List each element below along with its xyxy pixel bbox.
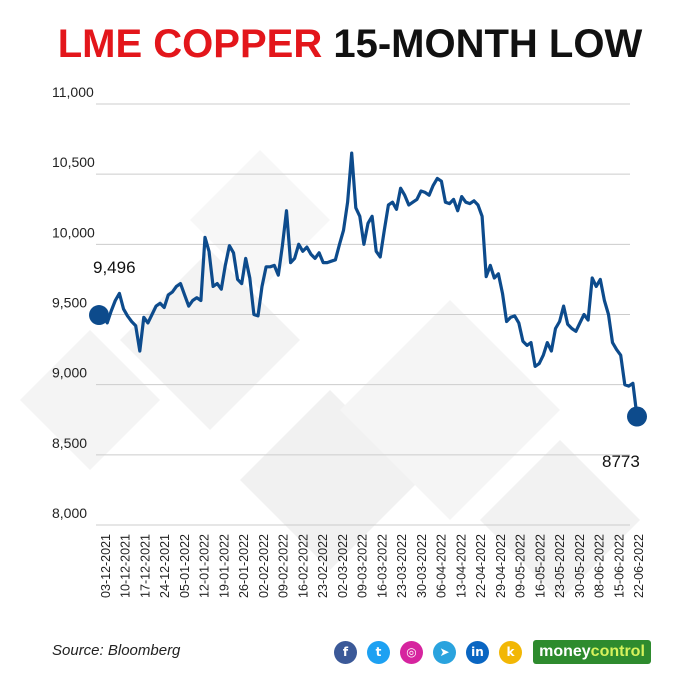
- title-rest: 15-MONTH LOW: [333, 22, 643, 66]
- x-tick-label: 09-03-2022: [356, 534, 370, 598]
- x-tick-label: 10-12-2021: [119, 534, 133, 598]
- x-tick-label: 29-04-2022: [494, 534, 508, 598]
- x-tick-label: 12-01-2022: [198, 534, 212, 598]
- x-tick-label: 13-04-2022: [454, 534, 468, 598]
- y-tick-label: 10,500: [52, 154, 95, 170]
- x-tick-label: 17-12-2021: [138, 534, 152, 598]
- x-tick-label: 09-05-2022: [514, 534, 528, 598]
- end-point-marker: [627, 406, 647, 427]
- linkedin-icon[interactable]: in: [466, 641, 489, 664]
- x-tick-label: 30-03-2022: [415, 534, 429, 598]
- y-tick-label: 9,000: [52, 365, 87, 381]
- x-tick-label: 23-02-2022: [316, 534, 330, 598]
- twitter-icon[interactable]: t: [367, 641, 390, 664]
- y-tick-label: 9,500: [52, 295, 87, 311]
- x-tick-label: 06-04-2022: [435, 534, 449, 598]
- x-tick-label: 05-01-2022: [178, 534, 192, 598]
- x-tick-label: 26-01-2022: [237, 534, 251, 598]
- x-tick-label: 16-02-2022: [296, 534, 310, 598]
- x-tick-label: 22-06-2022: [632, 534, 646, 598]
- start-point-marker: [89, 305, 109, 326]
- x-tick-label: 15-06-2022: [612, 534, 626, 598]
- x-tick-label: 22-04-2022: [474, 534, 488, 598]
- x-tick-label: 16-05-2022: [533, 534, 547, 598]
- x-tick-label: 02-03-2022: [336, 534, 350, 598]
- x-tick-label: 16-03-2022: [375, 534, 389, 598]
- y-tick-label: 8,500: [52, 435, 87, 451]
- series-line: [97, 151, 639, 419]
- data-label-start: 9,496: [93, 258, 136, 277]
- instagram-icon[interactable]: ◎: [400, 641, 423, 664]
- title-accent: LME COPPER: [57, 22, 323, 66]
- y-tick-label: 10,000: [52, 224, 95, 240]
- x-tick-label: 23-05-2022: [553, 534, 567, 598]
- x-tick-label: 19-01-2022: [217, 534, 231, 598]
- brand-logo-part1: money: [539, 643, 591, 660]
- telegram-icon[interactable]: ➤: [433, 641, 456, 664]
- y-tick-label: 8,000: [52, 505, 87, 521]
- chart-title: LME COPPER 15-MONTH LOW: [0, 22, 700, 67]
- y-tick-label: 11,000: [52, 84, 94, 100]
- data-label-end: 8773: [602, 452, 640, 471]
- x-tick-label: 09-02-2022: [277, 534, 291, 598]
- facebook-icon[interactable]: f: [334, 641, 357, 664]
- x-tick-label: 03-12-2021: [99, 534, 113, 598]
- x-tick-label: 08-06-2022: [593, 534, 607, 598]
- x-tick-label: 02-02-2022: [257, 534, 271, 598]
- brand-logo: moneycontrol: [533, 640, 651, 664]
- source-note: Source: Bloomberg: [52, 642, 181, 659]
- x-tick-label: 24-12-2021: [158, 534, 172, 598]
- brand-logo-part2: control: [590, 643, 645, 660]
- koo-icon[interactable]: k: [499, 641, 522, 664]
- x-tick-label: 30-05-2022: [573, 534, 587, 598]
- x-tick-label: 23-03-2022: [395, 534, 409, 598]
